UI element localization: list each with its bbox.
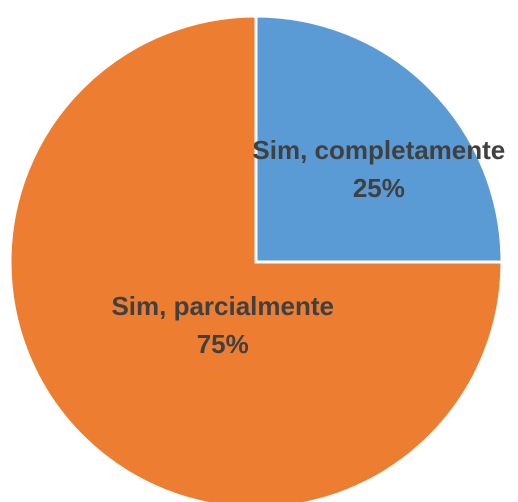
pie-slice — [8, 14, 504, 502]
value-label: 75% — [196, 329, 249, 360]
slice-label: Sim, parcialmente 75% — [43, 287, 403, 363]
slice-label: Sim, completamente 25% — [244, 131, 514, 207]
category-label: Sim, completamente — [252, 135, 506, 166]
category-label: Sim, parcialmente — [111, 291, 334, 322]
pie-slice — [254, 14, 504, 264]
value-label: 25% — [352, 173, 405, 204]
